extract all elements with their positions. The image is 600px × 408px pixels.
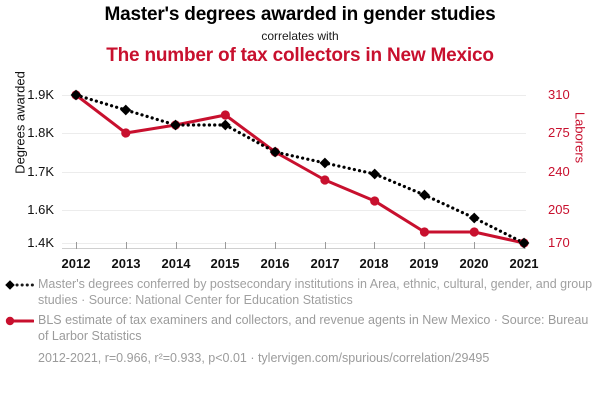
gridline <box>62 172 526 173</box>
y-tick-right: 240 <box>548 164 570 179</box>
data-point <box>269 146 281 158</box>
plot-area: Degrees awarded Laborers 1.9K 1.8K 1.7K … <box>13 71 588 271</box>
data-point <box>121 128 131 138</box>
x-axis-baseline <box>62 248 526 249</box>
y-tick-left: 1.6K <box>27 202 54 217</box>
gridline <box>62 95 526 96</box>
data-point <box>170 119 181 131</box>
x-tick-label: 2012 <box>61 256 91 271</box>
x-tick-mark <box>474 242 475 249</box>
y-tick-right: 170 <box>548 235 570 250</box>
data-point <box>468 212 480 224</box>
legend-item-tax-collectors: BLS estimate of tax examiners and collec… <box>0 312 600 344</box>
data-point <box>419 227 430 237</box>
legend-item-degrees: Master's degrees conferred by postsecond… <box>0 276 600 308</box>
x-tick-label: 2014 <box>161 256 191 271</box>
x-tick-label: 2017 <box>310 256 340 271</box>
series-line-degrees <box>74 93 526 245</box>
data-point <box>369 168 381 180</box>
y-tick-left: 1.8K <box>27 125 54 140</box>
x-tick-mark <box>76 242 77 249</box>
y-tick-left: 1.9K <box>27 87 54 102</box>
legend-label-degrees: Master's degrees conferred by postsecond… <box>38 277 593 307</box>
x-tick-label: 2020 <box>459 256 489 271</box>
page-title: Master's degrees awarded in gender studi… <box>104 4 496 25</box>
data-point <box>469 227 479 237</box>
gridline <box>62 243 526 244</box>
series-markers-degrees <box>70 89 530 249</box>
data-point <box>219 119 231 131</box>
data-point <box>518 237 530 249</box>
data-point <box>370 196 380 206</box>
series-line-tax-collectors <box>74 93 526 245</box>
y-tick-right: 275 <box>548 125 570 140</box>
y-tick-right: 310 <box>548 87 570 102</box>
x-tick-mark <box>275 242 276 249</box>
y-tick-left: 1.7K <box>27 164 54 179</box>
x-tick-mark <box>374 242 375 249</box>
x-tick-mark <box>225 242 226 249</box>
chart-footer: Master's degrees conferred by postsecond… <box>0 276 600 366</box>
black-dotted-diamond-line-icon <box>5 280 34 290</box>
x-tick-mark <box>126 242 127 249</box>
title-connector: correlates with <box>261 29 339 43</box>
gridline <box>62 133 526 134</box>
x-tick-label: 2013 <box>111 256 141 271</box>
x-tick-label: 2021 <box>509 256 539 271</box>
x-tick-label: 2018 <box>359 256 389 271</box>
gridline <box>62 210 526 211</box>
stats-line: 2012-2021, r=0.966, r²=0.933, p<0.01 · t… <box>38 351 490 365</box>
data-point <box>120 104 132 116</box>
data-point <box>320 175 330 185</box>
red-solid-circle-line-icon <box>5 316 34 326</box>
legend-label-tax-collectors: BLS estimate of tax examiners and collec… <box>38 313 589 343</box>
x-tick-mark <box>325 242 326 249</box>
y-tick-left: 1.4K <box>27 235 54 250</box>
x-tick-label: 2019 <box>409 256 439 271</box>
x-tick-label: 2015 <box>210 256 240 271</box>
series-canvas <box>70 89 530 249</box>
data-point <box>220 110 230 120</box>
series-markers-tax-collectors <box>71 90 529 248</box>
data-point <box>70 89 82 101</box>
data-point <box>419 189 430 201</box>
page-title-secondary: The number of tax collectors in New Mexi… <box>106 45 494 66</box>
x-tick-mark <box>176 242 177 249</box>
x-tick-label: 2016 <box>260 256 290 271</box>
y-tick-right: 205 <box>548 202 570 217</box>
data-point <box>319 157 331 169</box>
x-tick-mark <box>424 242 425 249</box>
